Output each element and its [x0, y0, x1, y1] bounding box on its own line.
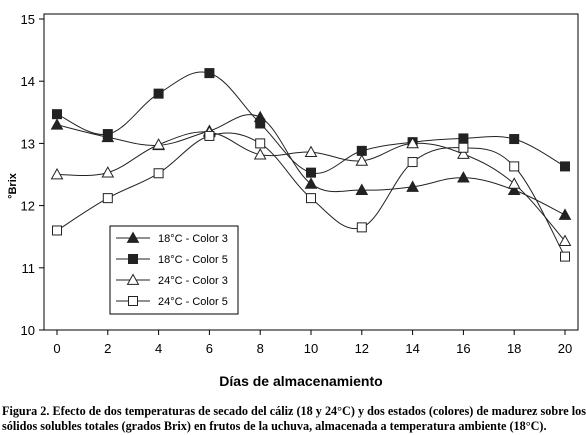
data-point [560, 251, 570, 262]
legend-entry: 24°C - Color 5 [116, 296, 228, 308]
x-tick-label: 18 [507, 341, 521, 356]
legend-entry: 18°C - Color 3 [116, 231, 228, 245]
data-point [52, 225, 62, 236]
data-point [255, 138, 266, 149]
series-4 [52, 130, 570, 262]
x-tick-label: 20 [558, 341, 572, 356]
data-point [406, 136, 419, 149]
data-point [50, 167, 64, 180]
series-layer [50, 68, 572, 262]
y-tick-label: 12 [21, 199, 35, 214]
legend-label: 24°C - Color 3 [158, 275, 228, 287]
data-point [509, 134, 520, 145]
data-point [153, 88, 164, 99]
series-line [56, 71, 566, 174]
data-point [253, 148, 267, 160]
axes: 10 11 12 13 14 15 0 2 4 6 8 10 12 14 16 18 20 Días de alm… [7, 12, 579, 389]
line-chart: 10 11 12 13 14 15 0 2 4 6 8 10 12 14 16 18 20 Días de alm… [7, 12, 579, 389]
y-tick-label: 15 [21, 12, 35, 27]
data-point [306, 193, 316, 204]
legend: 18°C - Color 3 18°C - Color 5 24°C - Color… [109, 225, 239, 315]
data-point [102, 129, 113, 140]
series-line [56, 132, 566, 257]
x-tick-label: 6 [206, 341, 213, 356]
legend-entry: 24°C - Color 3 [116, 273, 228, 287]
data-point [304, 177, 318, 189]
data-point [52, 109, 62, 120]
data-point [255, 118, 266, 129]
data-point [152, 138, 165, 150]
legend-marker [128, 296, 138, 306]
x-tick-label: 4 [155, 341, 162, 356]
data-point [458, 133, 469, 144]
data-point [406, 180, 419, 192]
data-point [558, 208, 572, 220]
x-tick-label: 14 [405, 341, 419, 356]
data-point [356, 222, 367, 233]
data-point [101, 166, 115, 178]
y-tick-label: 13 [21, 136, 35, 151]
data-point [306, 167, 316, 178]
data-point [507, 177, 521, 189]
x-tick-label: 0 [53, 341, 60, 356]
y-tick-label: 14 [21, 74, 35, 89]
x-tick-label: 10 [304, 341, 318, 356]
figure-caption: Figura 2. Efecto de dos temperaturas de … [2, 404, 586, 433]
legend-marker [126, 231, 140, 243]
data-point [558, 234, 572, 246]
data-point [507, 183, 521, 195]
data-point [102, 193, 113, 204]
x-tick-label: 2 [104, 341, 111, 356]
legend-marker [128, 254, 138, 264]
data-point [204, 68, 215, 79]
y-axis-title: °Brix [7, 172, 19, 199]
y-tick-label: 11 [22, 261, 36, 276]
x-tick-label: 8 [257, 341, 264, 356]
legend-label: 18°C - Color 3 [158, 233, 228, 245]
data-point [204, 130, 215, 141]
data-point [560, 161, 570, 172]
legend-marker [126, 273, 140, 285]
data-point [458, 142, 469, 153]
y-tick-label: 10 [21, 323, 35, 338]
data-point [509, 161, 520, 172]
data-point [457, 147, 470, 159]
series-1 [50, 110, 572, 220]
x-axis-title: Días de almacenamiento [219, 373, 382, 389]
data-point [50, 118, 64, 130]
legend-label: 18°C - Color 5 [158, 254, 228, 266]
data-point [304, 145, 318, 158]
data-point [153, 168, 164, 179]
data-point [457, 171, 470, 183]
legend-label: 24°C - Color 5 [158, 296, 228, 308]
x-tick-label: 12 [355, 341, 369, 356]
legend-entry: 18°C - Color 5 [116, 254, 228, 266]
data-point [355, 154, 369, 166]
data-point [356, 145, 367, 156]
data-point [355, 183, 369, 195]
data-point [407, 157, 418, 168]
x-tick-label: 16 [456, 341, 470, 356]
